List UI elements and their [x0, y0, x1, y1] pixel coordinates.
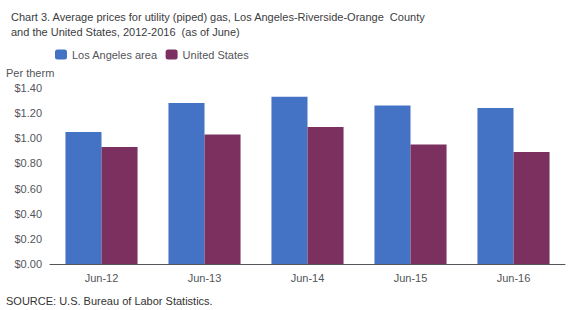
svg-text:Jun-13: Jun-13	[188, 272, 222, 284]
svg-text:United States: United States	[183, 49, 250, 61]
svg-text:Jun-16: Jun-16	[497, 272, 531, 284]
svg-text:Per therm: Per therm	[6, 67, 54, 79]
svg-text:Chart 3. Average prices for ut: Chart 3. Average prices for utility (pip…	[11, 11, 425, 23]
svg-text:$1.00: $1.00	[14, 132, 42, 144]
svg-text:Jun-15: Jun-15	[394, 272, 428, 284]
svg-text:Los Angeles area: Los Angeles area	[72, 49, 158, 61]
svg-text:and the United States, 2012-20: and the United States, 2012-2016 (as of …	[11, 26, 240, 38]
svg-text:$0.00: $0.00	[14, 258, 42, 270]
svg-text:Jun-14: Jun-14	[291, 272, 325, 284]
svg-text:SOURCE: U.S. Bureau of Labor S: SOURCE: U.S. Bureau of Labor Statistics.	[6, 295, 213, 307]
svg-text:$1.40: $1.40	[14, 82, 42, 94]
svg-text:$0.40: $0.40	[14, 208, 42, 220]
svg-text:$1.20: $1.20	[14, 107, 42, 119]
svg-text:Jun-12: Jun-12	[85, 272, 119, 284]
svg-text:$0.20: $0.20	[14, 233, 42, 245]
svg-text:$0.80: $0.80	[14, 157, 42, 169]
svg-text:$0.60: $0.60	[14, 183, 42, 195]
